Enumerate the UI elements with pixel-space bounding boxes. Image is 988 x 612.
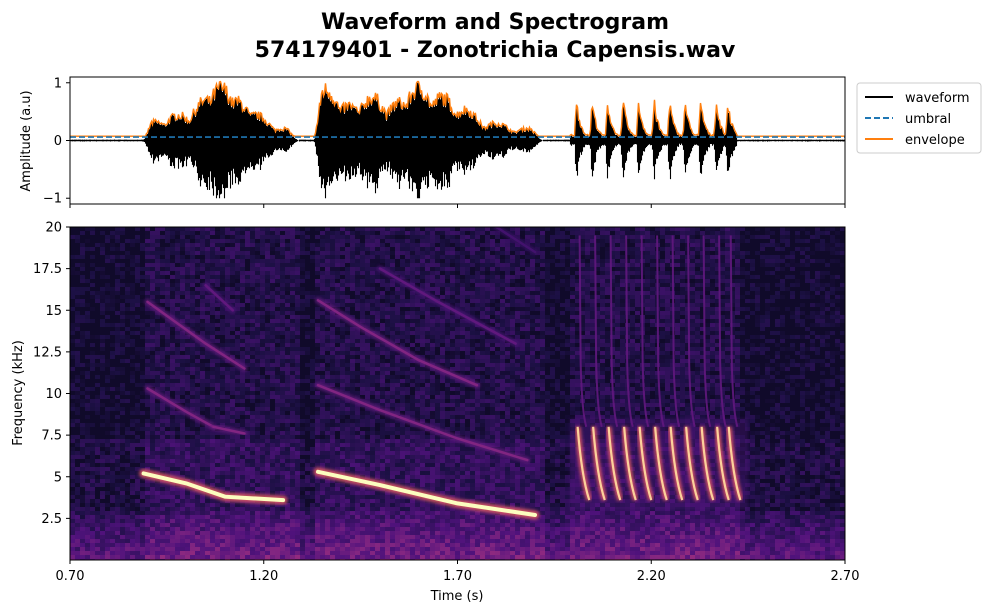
spectrogram-trace (493, 227, 538, 255)
spectrogram-syllable (683, 235, 701, 501)
spectrogram-xtick-label: 1.70 (443, 569, 472, 584)
spectrogram-syllable (714, 235, 732, 501)
waveform-panel: −1 0 1 Amplitude (a.u) (19, 76, 846, 208)
spectrogram-trace (202, 282, 236, 314)
envelope-series (70, 80, 845, 138)
waveform-ylabel: Amplitude (a.u) (19, 90, 34, 191)
spectrogram-ytick-label: 5 (54, 470, 62, 485)
spectrogram-ytick-label: 17.5 (33, 262, 62, 277)
spectrogram-ytick-label: 10 (45, 387, 62, 402)
spectrogram-syllable (574, 235, 593, 501)
waveform-ytick-label: −1 (43, 192, 62, 207)
spectrogram-syllable (698, 235, 717, 501)
spectrogram-syllable (636, 235, 655, 501)
spectrogram-trace (315, 297, 480, 389)
spectrogram-trace (139, 468, 288, 505)
spectrogram-syllable (667, 235, 686, 501)
legend: waveform umbral envelope (856, 82, 982, 154)
spectrogram-xlabel: Time (s) (430, 589, 484, 604)
spectrogram-trace (315, 382, 531, 464)
waveform-ytick-label: 1 (54, 76, 62, 91)
spectrogram-trace (210, 423, 248, 437)
spectrogram-syllable (590, 235, 608, 501)
spectrogram-ytick-label: 20 (45, 221, 62, 236)
spectrogram-syllable (725, 235, 744, 501)
spectrogram-syllable (621, 235, 639, 501)
spectrogram-ytick-label: 2.5 (41, 512, 62, 527)
spectrogram-ytick-label: 15 (45, 304, 62, 319)
spectrogram-xtick-label: 2.70 (831, 569, 860, 584)
legend-umbral-label: umbral (905, 112, 951, 127)
legend-envelope-label: envelope (905, 133, 965, 148)
spectrogram-ytick-label: 7.5 (41, 429, 62, 444)
figure-title-line2: 574179401 - Zonotrichia Capensis.wav (255, 38, 736, 63)
spectrogram-panel: 2.5 5 7.5 10 12.5 15 17.5 20 0.70 1.20 1.70 2.20 2.… (11, 221, 859, 605)
spectrogram-ylabel: Frequency (kHz) (11, 340, 26, 446)
spectrogram-syllable (605, 235, 624, 501)
spectrogram-xtick-label: 2.20 (637, 569, 666, 584)
spectrogram-xtick-label: 1.20 (249, 569, 278, 584)
spectrogram-trace (313, 467, 540, 520)
legend-waveform-label: waveform (905, 91, 970, 106)
figure-title-line1: Waveform and Spectrogram (321, 10, 669, 35)
spectrogram-ytick-label: 12.5 (33, 345, 62, 360)
spectrogram-trace (144, 385, 217, 430)
spectrogram-trace (377, 265, 519, 347)
spectrogram-xtick-label: 0.70 (56, 569, 85, 584)
spectrogram-trace (144, 298, 248, 372)
waveform-ytick-label: 0 (54, 134, 62, 149)
spectrogram-syllable (652, 235, 670, 501)
